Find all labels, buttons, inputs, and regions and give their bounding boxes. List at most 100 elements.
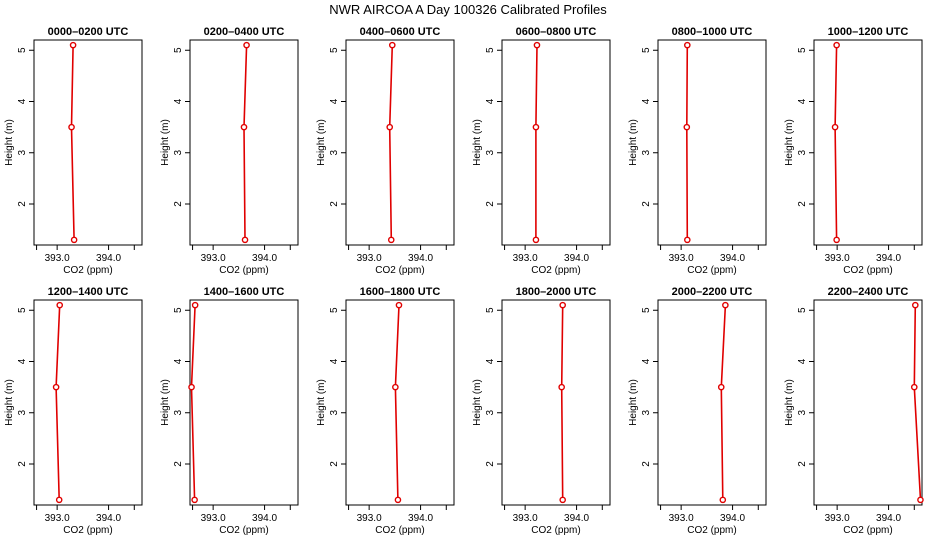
x-tick-label: 393.0 (669, 253, 694, 264)
panel-title: 1800–2000 UTC (516, 286, 597, 298)
x-tick-label: 394.0 (252, 253, 277, 264)
y-tick-label: 3 (17, 150, 28, 156)
panel-title: 1400–1600 UTC (204, 286, 285, 298)
plot-frame (345, 299, 455, 506)
profile-point (912, 301, 919, 309)
x-axis-label: CO2 (ppm) (63, 525, 112, 536)
x-axis-label: CO2 (ppm) (687, 265, 736, 276)
x-tick-label: 393.0 (201, 253, 226, 264)
y-tick-label: 5 (173, 307, 184, 313)
y-tick-label: 4 (17, 98, 28, 104)
x-axis-label: CO2 (ppm) (375, 525, 424, 536)
profile-point (70, 236, 78, 244)
profile-point (683, 123, 691, 131)
panel-title: 2200–2400 UTC (828, 286, 909, 298)
y-tick-label: 3 (641, 150, 652, 156)
x-tick-label: 394.0 (96, 513, 121, 524)
y-tick-label: 4 (17, 358, 28, 364)
x-tick-label: 393.0 (45, 513, 70, 524)
y-tick-label: 4 (485, 358, 496, 364)
profile-line (560, 305, 564, 500)
y-tick-label: 4 (641, 358, 652, 364)
y-tick-label: 5 (329, 307, 340, 313)
y-tick-label: 3 (797, 410, 808, 416)
y-tick-label: 4 (797, 98, 808, 104)
panel-title: 1600–1800 UTC (360, 286, 441, 298)
y-tick-label: 4 (485, 98, 496, 104)
panel-title: 0000–0200 UTC (48, 26, 129, 38)
y-axis-label: Height (m) (784, 119, 795, 166)
y-tick-label: 3 (641, 410, 652, 416)
x-tick-label: 393.0 (45, 253, 70, 264)
profile-point (559, 301, 566, 309)
x-axis-label: CO2 (ppm) (843, 525, 892, 536)
y-tick-label: 5 (173, 47, 184, 53)
plot-frame (657, 39, 767, 246)
profile-point (68, 123, 75, 131)
y-tick-label: 2 (17, 461, 28, 467)
panel-title: 2000–2200 UTC (672, 286, 753, 298)
profile-point (69, 41, 77, 49)
profile-point (387, 236, 395, 244)
profile-point (395, 301, 403, 309)
y-tick-label: 2 (797, 461, 808, 467)
x-tick-label: 393.0 (669, 513, 694, 524)
panel-title: 0200–0400 UTC (204, 26, 285, 38)
profile-point (392, 383, 399, 391)
figure-title: NWR AIRCOA A Day 100326 Calibrated Profi… (329, 2, 607, 17)
y-tick-label: 2 (173, 201, 184, 207)
plot-frame (501, 39, 611, 246)
y-tick-label: 2 (641, 201, 652, 207)
y-tick-label: 3 (173, 410, 184, 416)
y-axis-label: Height (m) (784, 379, 795, 426)
x-axis-label: CO2 (ppm) (531, 265, 580, 276)
y-tick-label: 3 (797, 150, 808, 156)
y-axis-label: Height (m) (160, 119, 171, 166)
y-tick-label: 4 (173, 358, 184, 364)
y-tick-label: 2 (641, 461, 652, 467)
profile-point (191, 496, 198, 504)
x-tick-label: 393.0 (201, 513, 226, 524)
x-axis-label: CO2 (ppm) (219, 525, 268, 536)
profile-point (917, 496, 924, 504)
y-tick-label: 4 (329, 358, 340, 364)
y-axis-label: Height (m) (4, 379, 15, 426)
plot-frame (813, 39, 923, 246)
x-axis-label: CO2 (ppm) (843, 265, 892, 276)
profile-point (56, 301, 64, 309)
y-axis-label: Height (m) (472, 119, 483, 166)
profile-line (834, 45, 838, 240)
y-tick-label: 5 (17, 307, 28, 313)
x-tick-label: 394.0 (720, 253, 745, 264)
profile-point (833, 41, 840, 49)
y-tick-label: 5 (17, 47, 28, 53)
y-tick-label: 2 (329, 201, 340, 207)
profile-line (55, 305, 61, 500)
x-tick-label: 394.0 (876, 253, 901, 264)
profile-point (243, 41, 250, 49)
profile-point (532, 236, 540, 244)
y-axis-label: Height (m) (628, 119, 639, 166)
y-tick-label: 2 (485, 461, 496, 467)
x-axis-label: CO2 (ppm) (219, 265, 268, 276)
x-tick-label: 393.0 (357, 253, 382, 264)
profile-point (910, 383, 918, 391)
plot-frame (345, 39, 455, 246)
profile-point (684, 236, 691, 244)
x-tick-label: 393.0 (357, 513, 382, 524)
profile-point (684, 41, 691, 49)
profile-line (720, 305, 727, 500)
plot-frame (813, 299, 923, 506)
y-axis-label: Height (m) (4, 119, 15, 166)
profile-point (833, 236, 840, 244)
x-tick-label: 394.0 (720, 513, 745, 524)
y-tick-label: 4 (641, 98, 652, 104)
